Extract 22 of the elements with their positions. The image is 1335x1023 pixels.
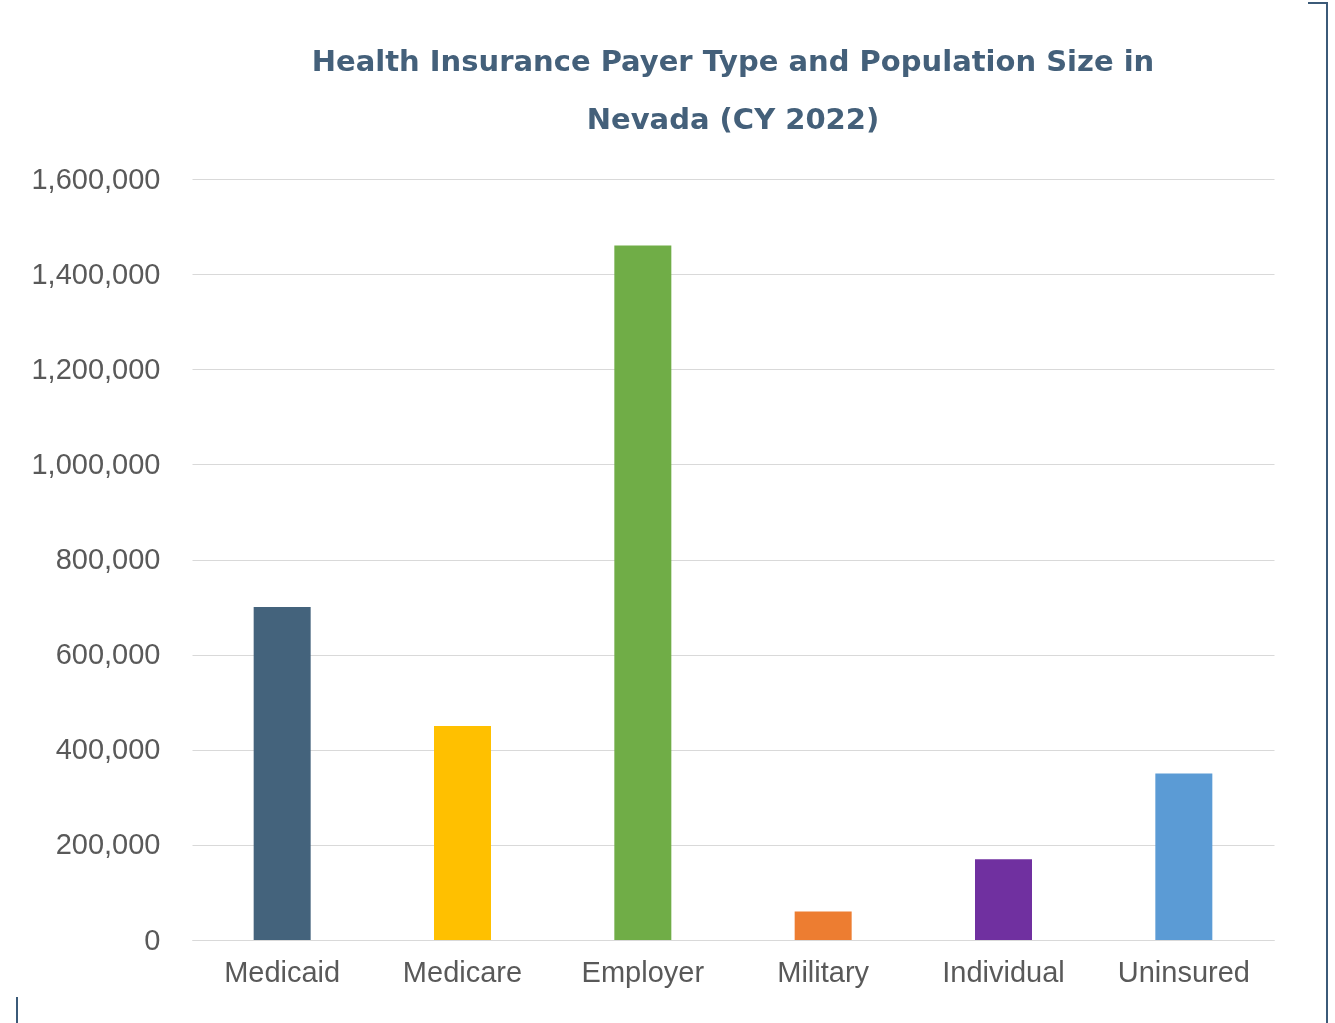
y-tick-label: 400,000 [55, 733, 161, 766]
x-tick-label: Military [777, 955, 870, 988]
y-tick-label: 1,000,000 [31, 447, 161, 480]
y-tick-label: 200,000 [55, 828, 161, 861]
bar [614, 245, 672, 940]
x-tick-label: Individual [942, 955, 1065, 988]
bar [253, 607, 311, 940]
x-tick-label: Employer [581, 955, 705, 988]
x-tick-label: Medicare [402, 955, 523, 988]
y-tick-label: 1,400,000 [31, 257, 161, 290]
x-tick-label: Medicaid [224, 955, 341, 988]
bar [1155, 773, 1213, 940]
chart-title: Health Insurance Payer Type and Population Size in Nevada (CY 2022) [311, 44, 1155, 136]
bar [434, 725, 491, 940]
y-tick-label: 800,000 [55, 543, 161, 575]
bar [975, 859, 1032, 940]
bar [794, 911, 852, 940]
x-tick-label: Uninsured [1117, 955, 1250, 988]
y-tick-label: 600,000 [55, 638, 161, 671]
y-tick-label: 1,200,000 [31, 352, 161, 385]
y-tick-label: 0 [144, 923, 161, 956]
y-tick-label: 1,600,000 [31, 162, 161, 195]
